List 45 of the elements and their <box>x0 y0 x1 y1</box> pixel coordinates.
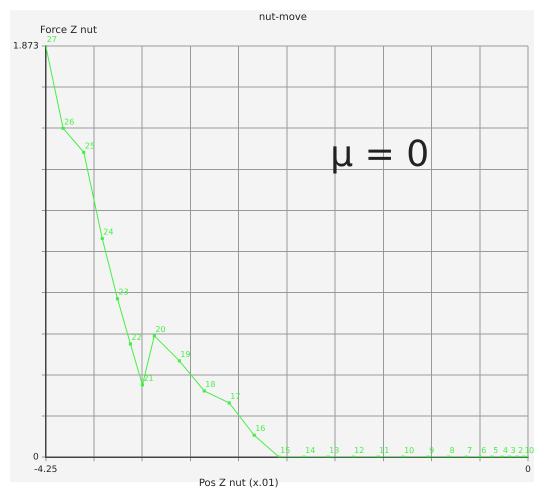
point <box>100 236 104 240</box>
annotation: 19 <box>180 350 191 359</box>
annotation: 5 <box>493 446 498 456</box>
point <box>228 401 231 405</box>
annotation: 24 <box>103 228 114 237</box>
annotation: 27 <box>46 35 57 44</box>
point <box>128 342 132 346</box>
y-tick-label: 1.873 <box>13 41 39 52</box>
x-axis-title: Pos Z nut (x.01) <box>198 478 279 489</box>
annotation: 10 <box>404 446 414 456</box>
annotation: 22 <box>131 332 142 342</box>
annotation: 7 <box>467 446 472 456</box>
point <box>178 359 181 362</box>
point <box>202 389 206 392</box>
point <box>82 150 86 154</box>
annotation: 3 <box>510 446 516 456</box>
annotation: 13 <box>329 446 340 456</box>
annotation: μ = 0 <box>330 134 430 175</box>
annotation: 26 <box>64 117 74 126</box>
point <box>140 383 144 387</box>
y-axis-title: Force Z nut <box>40 25 97 36</box>
chart-title: nut-move <box>258 12 307 23</box>
point <box>62 126 65 130</box>
annotation: 8 <box>450 446 455 456</box>
annotation: 0 <box>529 446 534 456</box>
annotation: 11 <box>379 446 390 456</box>
annotation: 25 <box>84 141 95 150</box>
annotation: 15 <box>280 446 290 456</box>
point <box>252 434 256 437</box>
annotation: 16 <box>255 424 266 434</box>
point <box>152 334 156 338</box>
annotation: 2 <box>518 446 524 456</box>
annotation: 12 <box>354 446 364 456</box>
point <box>116 297 120 300</box>
annotation: 20 <box>155 324 166 334</box>
annotation: 18 <box>205 380 216 389</box>
annotation: 4 <box>502 446 508 456</box>
annotation: 17 <box>230 392 240 401</box>
annotation: 9 <box>429 446 434 456</box>
annotation: 14 <box>305 446 316 456</box>
x-tick-label: -4.25 <box>34 464 58 475</box>
annotation: 1 <box>524 446 530 456</box>
annotation: 21 <box>143 374 154 383</box>
annotation: 6 <box>481 446 486 456</box>
annotation: 23 <box>118 288 129 297</box>
